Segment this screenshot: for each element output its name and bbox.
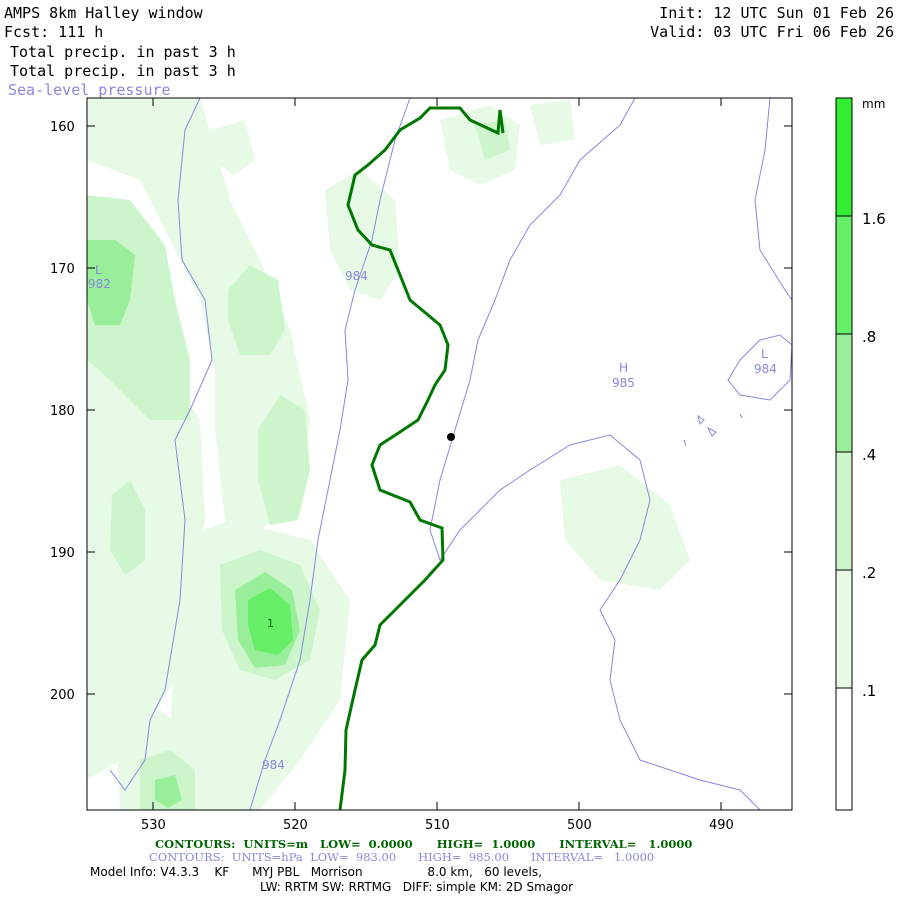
colorbar-label: 1.6	[862, 210, 886, 228]
precip-max-marker: 1	[267, 617, 274, 630]
colorbar-seg-1	[836, 98, 852, 216]
colorbar-frame	[835, 97, 853, 811]
isobar-low-right	[727, 334, 792, 401]
low-left-value: 982	[88, 277, 111, 291]
colorbar-seg-4	[836, 452, 852, 570]
precip-band-light-6	[210, 120, 255, 175]
precip-band-3c	[155, 775, 182, 808]
colorbar-seg-5	[836, 570, 852, 688]
precip-band-2c	[258, 395, 310, 525]
valid-time: Valid: 03 UTC Fri 06 Feb 26	[650, 23, 894, 41]
terrain-line	[338, 106, 505, 810]
colorbar: mm 1.6 .8 .4 .2 .1	[835, 97, 886, 811]
isobar-985-center	[429, 98, 761, 810]
precip-band-light-7	[150, 100, 195, 135]
forecast-hour: Fcst: 111 h	[4, 23, 104, 41]
x-tick-label: 510	[425, 818, 450, 833]
colorbar-label: .8	[862, 328, 876, 346]
precip-band-2b	[228, 265, 285, 355]
colorbar-label: .4	[862, 446, 876, 464]
x-axis: 530 520 510 500 490	[141, 98, 734, 833]
x-tick-label: 530	[141, 818, 166, 833]
isobar-label-bottom: 984	[262, 758, 285, 772]
high-value: 985	[612, 376, 635, 390]
x-tick-label: 500	[567, 818, 592, 833]
colorbar-unit: mm	[862, 97, 885, 111]
x-tick-label: 490	[709, 818, 734, 833]
contours-pressure-info: CONTOURS: UNITS=hPa LOW= 983.00 HIGH= 98…	[149, 850, 655, 864]
x-tick-label: 520	[283, 818, 308, 833]
init-time: Init: 12 UTC Sun 01 Feb 26	[659, 4, 894, 22]
isobar-label-top: 984	[345, 269, 368, 283]
field-label-1: Total precip. in past 3 h	[10, 43, 236, 61]
low-right-letter: L	[761, 347, 768, 361]
isobar-984-left	[109, 98, 213, 791]
isobar-blob-4	[683, 439, 687, 447]
plot-frame	[86, 97, 793, 811]
isobar-blob-3	[739, 413, 743, 419]
low-right-value: 984	[754, 362, 777, 376]
y-tick-label: 190	[50, 546, 75, 561]
low-left-letter: L	[95, 263, 102, 277]
precip-shading	[87, 98, 690, 810]
station-marker	[447, 433, 455, 441]
isobars	[109, 98, 792, 810]
physics-info: LW: RRTM SW: RRTMG DIFF: simple KM: 2D S…	[260, 880, 574, 894]
colorbar-label: .2	[862, 564, 876, 582]
contours-terrain-info: CONTOURS: UNITS=m LOW= 0.0000 HIGH= 1.00…	[155, 837, 693, 851]
colorbar-seg-3	[836, 334, 852, 452]
precip-band-light-9	[530, 100, 575, 145]
field-label-3: Sea-level pressure	[8, 81, 171, 99]
colorbar-label: .1	[862, 682, 876, 700]
y-tick-label: 170	[50, 262, 75, 277]
precip-band-light-8	[560, 465, 690, 590]
colorbar-seg-2	[836, 216, 852, 334]
isobar-blob-2	[706, 426, 717, 437]
precip-band-2d	[110, 480, 145, 575]
high-letter: H	[619, 361, 628, 375]
colorbar-seg-6	[836, 688, 852, 810]
precip-band-4a	[248, 588, 293, 655]
precip-band-3a	[87, 240, 135, 325]
isobar-984-middle	[249, 98, 411, 810]
terrain-contour	[338, 106, 505, 810]
precip-band-light	[87, 98, 310, 530]
y-axis: 160 170 180 190 200	[50, 120, 792, 703]
isobar-blob-1	[697, 414, 705, 425]
map-title: AMPS 8km Halley window	[4, 4, 203, 22]
y-tick-label: 160	[50, 120, 75, 135]
y-tick-label: 180	[50, 404, 75, 419]
isobar-right	[754, 98, 792, 301]
y-tick-label: 200	[50, 688, 75, 703]
field-label-2: Total precip. in past 3 h	[10, 62, 236, 80]
model-info: Model Info: V4.3.3 KF MYJ PBL Morrison 8…	[90, 865, 542, 879]
